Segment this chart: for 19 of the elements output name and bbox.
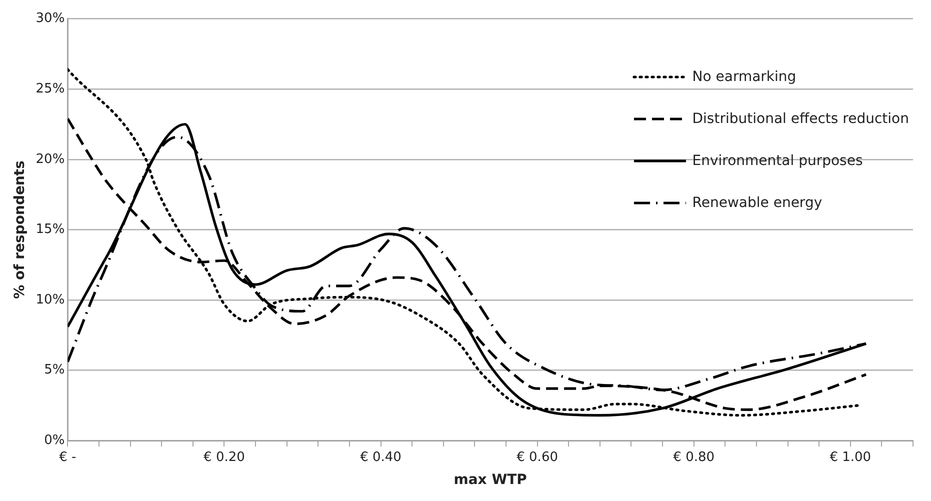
x-tick-label: € 0.80: [673, 450, 715, 465]
x-tick-label: € 0.40: [360, 450, 402, 465]
x-tick-label: € -: [59, 450, 77, 465]
y-axis-title: % of respondents: [12, 160, 28, 299]
legend-label: Environmental purposes: [692, 153, 863, 169]
x-axis-title: max WTP: [454, 472, 527, 488]
y-tick-label: 5%: [44, 362, 65, 378]
legend-label: Renewable energy: [692, 195, 822, 211]
x-tick-label: € 0.60: [516, 450, 558, 465]
y-tick-label: 15%: [36, 222, 65, 238]
y-tick-label: 10%: [36, 292, 65, 308]
y-tick-label: 0%: [44, 432, 65, 448]
x-tick-label: € 1.00: [830, 450, 872, 465]
legend-label: No earmarking: [692, 69, 796, 85]
legend-label: Distributional effects reduction: [692, 111, 909, 127]
x-tick-label: € 0.20: [204, 450, 245, 465]
y-tick-label: 20%: [36, 152, 65, 167]
y-tick-label: 30%: [36, 11, 65, 26]
y-tick-label: 25%: [36, 81, 65, 96]
